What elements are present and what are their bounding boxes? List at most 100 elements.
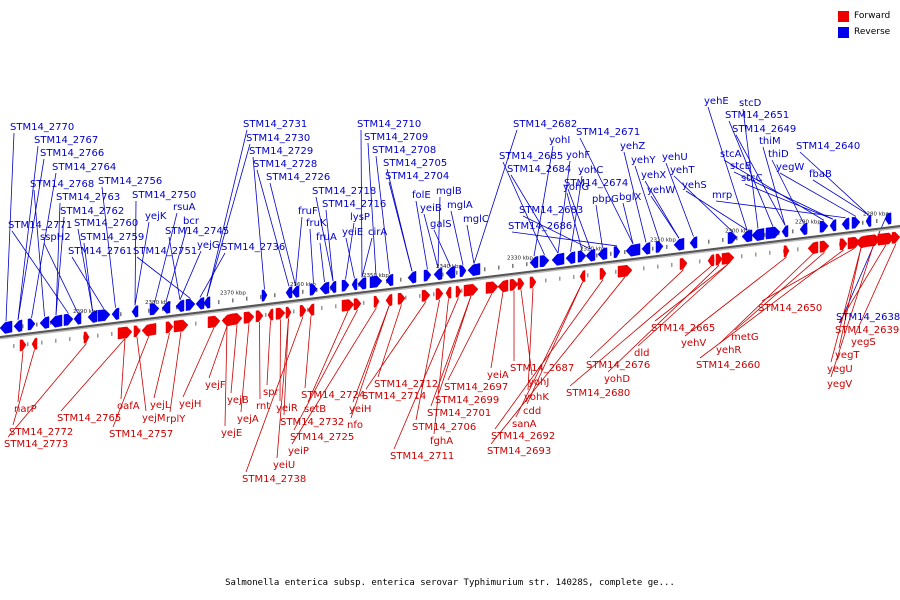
reverse-gene-arrow[interactable]	[459, 265, 467, 278]
forward-gene-arrow[interactable]	[855, 235, 867, 249]
forward-gene-arrow[interactable]	[31, 337, 38, 350]
reverse-gene-arrow[interactable]	[597, 247, 608, 261]
reverse-gene-arrow[interactable]	[765, 226, 781, 240]
forward-gene-arrow[interactable]	[373, 295, 380, 308]
reverse-gene-arrow[interactable]	[655, 241, 664, 253]
reverse-gene-arrow[interactable]	[565, 251, 576, 264]
reverse-gene-arrow[interactable]	[423, 269, 432, 282]
reverse-gene-arrow[interactable]	[341, 279, 350, 292]
forward-gene-arrow[interactable]	[819, 240, 830, 253]
reverse-gene-arrow[interactable]	[585, 248, 596, 262]
reverse-gene-arrow[interactable]	[319, 281, 330, 295]
reverse-gene-arrow[interactable]	[529, 255, 539, 269]
reverse-gene-arrow[interactable]	[673, 237, 685, 251]
forward-gene-arrow[interactable]	[385, 293, 393, 307]
forward-gene-arrow[interactable]	[529, 276, 537, 289]
forward-gene-arrow[interactable]	[579, 270, 586, 283]
reverse-gene-arrow[interactable]	[884, 212, 892, 225]
reverse-gene-arrow[interactable]	[625, 243, 641, 257]
reverse-gene-arrow[interactable]	[467, 263, 481, 277]
reverse-gene-arrow[interactable]	[385, 273, 394, 287]
reverse-gene-arrow[interactable]	[175, 299, 185, 313]
forward-gene-arrow[interactable]	[839, 238, 848, 251]
forward-gene-arrow[interactable]	[243, 311, 255, 324]
reverse-gene-arrow[interactable]	[613, 246, 621, 259]
forward-gene-arrow[interactable]	[707, 254, 715, 267]
forward-gene-arrow[interactable]	[353, 298, 362, 311]
reverse-gene-arrow[interactable]	[185, 298, 196, 311]
forward-gene-arrow[interactable]	[117, 326, 133, 340]
forward-gene-arrow[interactable]	[221, 313, 233, 327]
reverse-gene-arrow[interactable]	[195, 297, 205, 310]
forward-gene-arrow[interactable]	[133, 325, 141, 338]
reverse-gene-arrow[interactable]	[161, 301, 171, 314]
reverse-gene-arrow[interactable]	[0, 320, 13, 334]
forward-gene-arrow[interactable]	[267, 308, 274, 321]
forward-gene-arrow[interactable]	[19, 339, 27, 352]
forward-gene-arrow[interactable]	[307, 303, 315, 316]
reverse-gene-arrow[interactable]	[261, 289, 268, 302]
forward-gene-arrow[interactable]	[877, 232, 895, 246]
reverse-gene-arrow[interactable]	[539, 255, 550, 268]
forward-gene-arrow[interactable]	[497, 279, 509, 293]
forward-gene-arrow[interactable]	[455, 285, 462, 298]
forward-gene-arrow[interactable]	[285, 306, 292, 319]
forward-gene-arrow[interactable]	[485, 281, 499, 294]
reverse-gene-arrow[interactable]	[13, 319, 23, 333]
reverse-gene-arrow[interactable]	[87, 310, 98, 323]
reverse-gene-arrow[interactable]	[641, 242, 651, 255]
reverse-gene-arrow[interactable]	[781, 225, 789, 238]
forward-gene-arrow[interactable]	[783, 245, 790, 258]
forward-gene-arrow[interactable]	[891, 231, 900, 244]
reverse-gene-arrow[interactable]	[407, 270, 417, 284]
forward-gene-arrow[interactable]	[255, 310, 264, 323]
forward-gene-arrow[interactable]	[141, 323, 157, 337]
reverse-gene-arrow[interactable]	[829, 219, 837, 232]
reverse-gene-arrow[interactable]	[357, 277, 367, 290]
forward-gene-arrow[interactable]	[165, 321, 174, 334]
reverse-gene-arrow[interactable]	[27, 318, 36, 331]
forward-gene-arrow[interactable]	[445, 286, 452, 299]
forward-gene-arrow[interactable]	[865, 234, 881, 248]
reverse-gene-arrow[interactable]	[841, 217, 850, 230]
reverse-gene-arrow[interactable]	[445, 266, 456, 279]
reverse-gene-arrow[interactable]	[73, 312, 82, 325]
reverse-gene-arrow[interactable]	[727, 231, 738, 245]
reverse-gene-arrow[interactable]	[819, 220, 829, 233]
reverse-gene-arrow[interactable]	[751, 228, 765, 242]
reverse-gene-arrow[interactable]	[689, 236, 698, 249]
forward-gene-arrow[interactable]	[463, 283, 479, 297]
reverse-gene-arrow[interactable]	[351, 278, 358, 291]
forward-gene-arrow[interactable]	[397, 292, 406, 305]
reverse-gene-arrow[interactable]	[369, 275, 383, 289]
forward-gene-arrow[interactable]	[341, 299, 355, 312]
reverse-gene-arrow[interactable]	[433, 267, 443, 281]
forward-gene-arrow[interactable]	[847, 236, 861, 250]
forward-gene-arrow[interactable]	[207, 315, 221, 329]
forward-gene-arrow[interactable]	[173, 319, 189, 333]
forward-gene-arrow[interactable]	[509, 278, 519, 291]
forward-gene-arrow[interactable]	[715, 253, 723, 266]
forward-gene-arrow[interactable]	[83, 331, 90, 344]
forward-gene-arrow[interactable]	[807, 241, 819, 255]
forward-gene-arrow[interactable]	[617, 264, 633, 278]
forward-gene-arrow[interactable]	[275, 307, 286, 320]
forward-gene-arrow[interactable]	[721, 252, 735, 265]
reverse-gene-arrow[interactable]	[285, 286, 293, 299]
reverse-gene-arrow[interactable]	[865, 214, 872, 228]
forward-gene-arrow[interactable]	[421, 289, 431, 302]
forward-gene-arrow[interactable]	[299, 304, 307, 317]
forward-gene-arrow[interactable]	[231, 313, 243, 326]
reverse-gene-arrow[interactable]	[799, 222, 808, 236]
reverse-gene-arrow[interactable]	[63, 313, 74, 326]
reverse-gene-arrow[interactable]	[309, 283, 318, 296]
reverse-gene-arrow[interactable]	[291, 285, 300, 298]
forward-gene-arrow[interactable]	[517, 278, 525, 290]
reverse-gene-arrow[interactable]	[551, 252, 565, 266]
forward-gene-arrow[interactable]	[679, 258, 688, 270]
forward-gene-arrow[interactable]	[435, 288, 444, 301]
reverse-gene-arrow[interactable]	[203, 296, 211, 309]
reverse-gene-arrow[interactable]	[49, 314, 63, 328]
reverse-gene-arrow[interactable]	[39, 316, 50, 329]
forward-gene-arrow[interactable]	[599, 267, 607, 280]
